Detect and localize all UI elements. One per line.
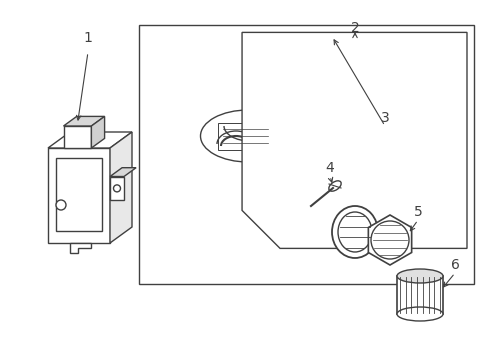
Ellipse shape xyxy=(200,110,295,162)
Text: 5: 5 xyxy=(413,205,422,219)
Bar xyxy=(56,158,102,231)
Circle shape xyxy=(56,200,66,210)
Polygon shape xyxy=(48,132,132,148)
Circle shape xyxy=(370,221,408,259)
Bar xyxy=(396,276,442,314)
Circle shape xyxy=(113,185,120,192)
Polygon shape xyxy=(242,32,466,248)
Polygon shape xyxy=(286,148,339,219)
Ellipse shape xyxy=(337,212,371,252)
Text: 3: 3 xyxy=(380,111,388,125)
Polygon shape xyxy=(70,243,91,253)
Polygon shape xyxy=(63,116,104,126)
Text: 6: 6 xyxy=(449,258,459,272)
Polygon shape xyxy=(110,132,132,243)
Polygon shape xyxy=(63,126,91,148)
Circle shape xyxy=(264,118,271,126)
Bar xyxy=(139,25,473,284)
Circle shape xyxy=(261,115,274,129)
Text: 4: 4 xyxy=(325,161,334,175)
Ellipse shape xyxy=(328,181,341,191)
Polygon shape xyxy=(110,168,136,176)
Circle shape xyxy=(331,212,341,222)
Text: 1: 1 xyxy=(83,31,92,45)
Ellipse shape xyxy=(331,206,377,258)
Polygon shape xyxy=(110,176,124,200)
Polygon shape xyxy=(367,215,411,265)
Polygon shape xyxy=(218,123,272,150)
Text: 2: 2 xyxy=(350,21,359,35)
Polygon shape xyxy=(48,148,110,243)
Ellipse shape xyxy=(396,269,442,283)
Polygon shape xyxy=(91,116,104,148)
Ellipse shape xyxy=(396,307,442,321)
